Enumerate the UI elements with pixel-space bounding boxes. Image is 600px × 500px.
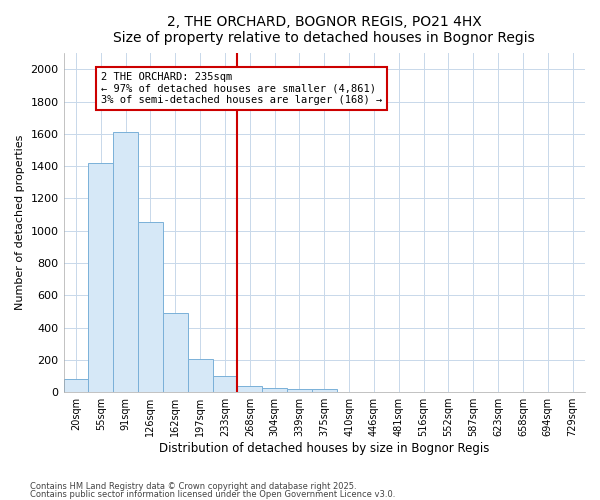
Bar xyxy=(113,132,138,392)
Bar xyxy=(88,163,113,392)
Bar xyxy=(163,313,188,392)
Text: 2 THE ORCHARD: 235sqm
← 97% of detached houses are smaller (4,861)
3% of semi-de: 2 THE ORCHARD: 235sqm ← 97% of detached … xyxy=(101,72,382,105)
Bar xyxy=(287,389,312,392)
Text: Contains public sector information licensed under the Open Government Licence v3: Contains public sector information licen… xyxy=(30,490,395,499)
Text: Contains HM Land Registry data © Crown copyright and database right 2025.: Contains HM Land Registry data © Crown c… xyxy=(30,482,356,491)
Bar xyxy=(212,376,238,392)
Bar xyxy=(188,359,212,392)
Bar xyxy=(312,389,337,392)
Y-axis label: Number of detached properties: Number of detached properties xyxy=(15,135,25,310)
X-axis label: Distribution of detached houses by size in Bognor Regis: Distribution of detached houses by size … xyxy=(159,442,490,455)
Title: 2, THE ORCHARD, BOGNOR REGIS, PO21 4HX
Size of property relative to detached hou: 2, THE ORCHARD, BOGNOR REGIS, PO21 4HX S… xyxy=(113,15,535,45)
Bar xyxy=(238,386,262,392)
Bar xyxy=(262,388,287,392)
Bar xyxy=(64,379,88,392)
Bar xyxy=(138,222,163,392)
